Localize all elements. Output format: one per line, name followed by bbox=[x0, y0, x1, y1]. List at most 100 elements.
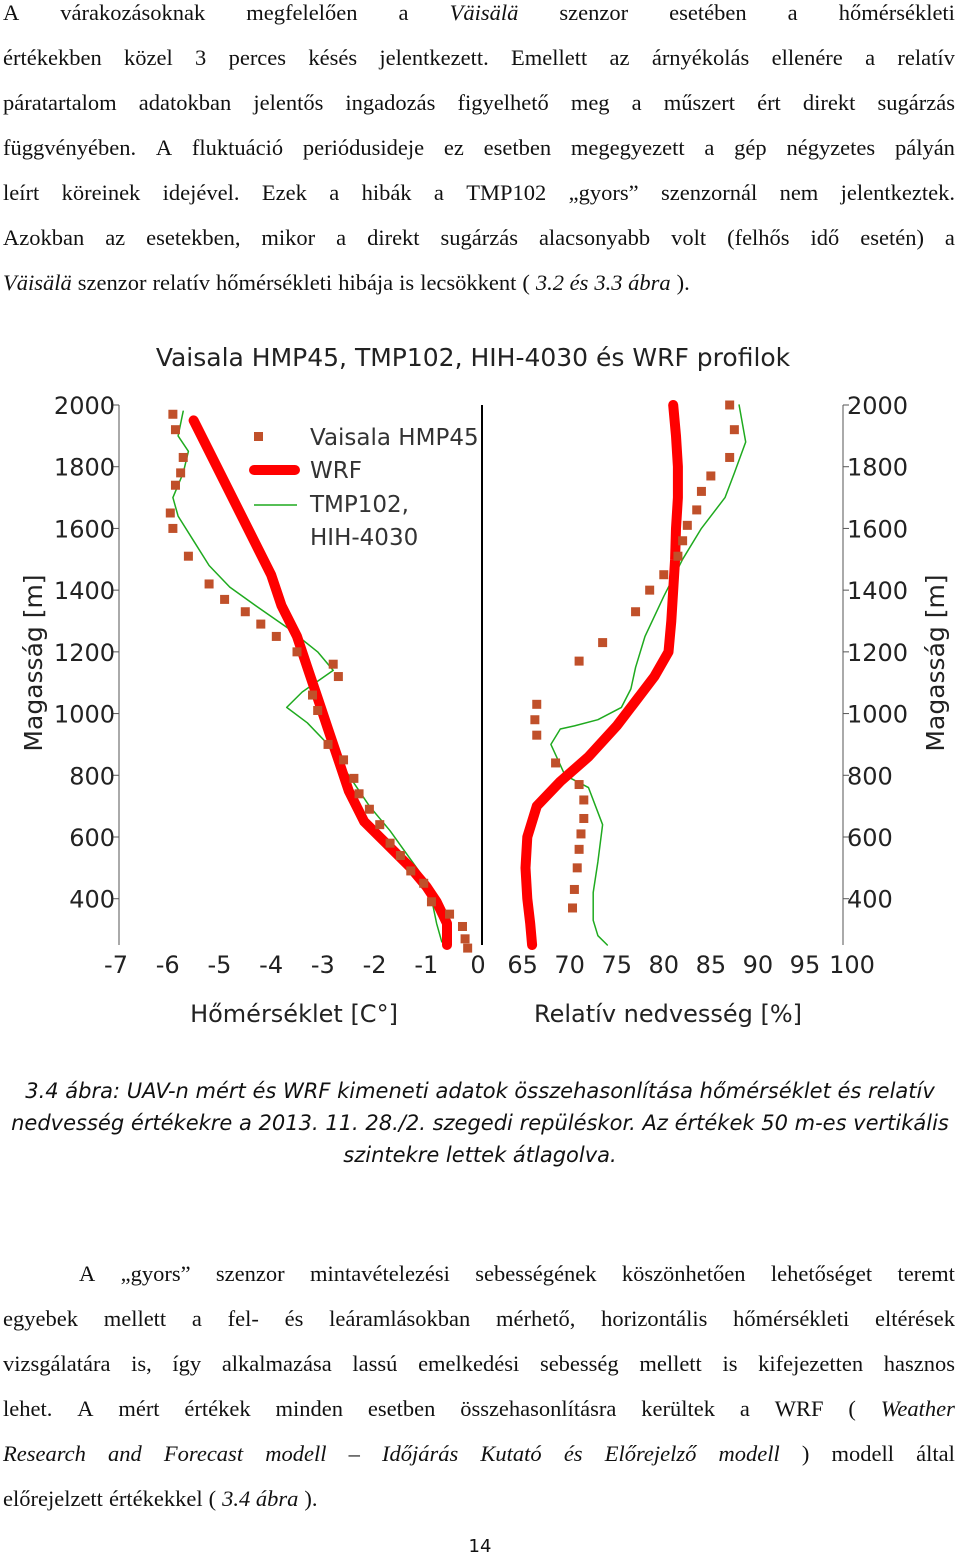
x-tick-label: 95 bbox=[790, 951, 821, 979]
hmp45-point bbox=[530, 715, 540, 725]
word: gép bbox=[734, 135, 767, 160]
caption-line: szintekre lettek átlagolva. bbox=[343, 1143, 617, 1167]
profile-chart: Vaisala HMP45, TMP102, HIH-4030 és WRF p… bbox=[19, 343, 950, 1028]
hmp45-point bbox=[313, 705, 323, 715]
figure-caption: 3.4 ábra: UAV-n mért és WRF kimeneti ada… bbox=[0, 1075, 960, 1171]
word: és bbox=[563, 1441, 583, 1466]
legend-label: Vaisala HMP45 bbox=[310, 425, 479, 451]
word: hasznos bbox=[883, 1351, 955, 1376]
word: a bbox=[865, 45, 876, 70]
hmp45-point bbox=[576, 829, 586, 839]
tmp102-line bbox=[550, 404, 747, 946]
hmp45-point bbox=[457, 921, 467, 931]
legend-label: HIH-4030 bbox=[310, 525, 418, 551]
hmp45-point bbox=[574, 656, 584, 666]
hmp45-point bbox=[569, 884, 579, 894]
hmp45-point bbox=[406, 866, 416, 876]
hmp45-point bbox=[678, 536, 688, 546]
hmp45-point bbox=[419, 878, 429, 888]
word: egyebek bbox=[3, 1306, 78, 1331]
hmp45-point bbox=[375, 820, 385, 830]
hmp45-point bbox=[706, 471, 716, 481]
y-tick-label: 1800 bbox=[54, 454, 115, 482]
y-tick-label: 1600 bbox=[847, 515, 908, 543]
left-ylabel: Magasság [m] bbox=[19, 574, 48, 751]
word: mellett bbox=[639, 1351, 702, 1376]
hmp45-point bbox=[426, 897, 436, 907]
hmp45-point bbox=[551, 758, 561, 768]
word: sebesség bbox=[539, 1351, 619, 1376]
word: volt bbox=[671, 225, 707, 250]
word: jelentkezett. bbox=[379, 45, 489, 70]
word: értékekben bbox=[3, 45, 102, 70]
hmp45-point bbox=[631, 607, 641, 617]
text-line: Research and Forecast modell – Időjárás Kutató… bbox=[3, 1431, 955, 1476]
word: lehetőséget bbox=[770, 1261, 873, 1286]
word: 3.4 ábra bbox=[222, 1486, 299, 1511]
word: a bbox=[944, 225, 955, 250]
word: ( bbox=[208, 1486, 217, 1511]
word: esetekben, bbox=[146, 225, 241, 250]
word: Ezek bbox=[261, 180, 307, 205]
word: Weather bbox=[880, 1396, 955, 1421]
y-tick-label: 400 bbox=[847, 886, 893, 914]
hmp45-point bbox=[574, 780, 584, 790]
word: hőmérsékleti bbox=[733, 1306, 850, 1331]
word: szenzor bbox=[215, 1261, 285, 1286]
x-tick-label: 80 bbox=[649, 951, 680, 979]
word: négyzetes bbox=[786, 135, 876, 160]
word: így bbox=[172, 1351, 202, 1376]
word: értékekkel bbox=[108, 1486, 203, 1511]
word: hőmérsékleti bbox=[838, 0, 955, 25]
hmp45-point bbox=[271, 631, 281, 641]
word: Előrejelző bbox=[604, 1441, 697, 1466]
word: esetén) bbox=[860, 225, 924, 250]
word: leáramlásokban bbox=[329, 1306, 471, 1331]
word: a bbox=[336, 225, 347, 250]
word: sugárzás bbox=[440, 225, 518, 250]
word: ( bbox=[522, 270, 530, 295]
hmp45-point bbox=[574, 844, 584, 854]
hmp45-point bbox=[385, 838, 395, 848]
word: a bbox=[398, 0, 409, 25]
word: mellett bbox=[103, 1306, 167, 1331]
hmp45-point bbox=[183, 551, 193, 561]
text-line: vizsgálatára is, így alkalmazása lassú emelke… bbox=[3, 1341, 955, 1386]
word: is bbox=[399, 270, 415, 295]
word: az bbox=[105, 225, 126, 250]
y-tick-label: 2000 bbox=[54, 392, 115, 420]
word: WRF bbox=[774, 1396, 824, 1421]
word: Väisälä bbox=[449, 0, 519, 25]
word: a bbox=[433, 180, 444, 205]
humidity-panel: 2000 1800 1600 1400 1200 1000 800 600 400 65 70 75 8… bbox=[507, 392, 908, 979]
hmp45-point bbox=[579, 795, 589, 805]
legend-marker-hmp45 bbox=[254, 432, 263, 441]
hmp45-point bbox=[725, 452, 735, 462]
word: megfelelően bbox=[246, 0, 358, 25]
x-tick-label: -2 bbox=[363, 951, 387, 979]
word: direkt bbox=[802, 90, 856, 115]
hmp45-point bbox=[168, 523, 178, 533]
word: ingadozás bbox=[345, 90, 436, 115]
word: hibája bbox=[338, 270, 394, 295]
text-line: Väisälä szenzor relatív hőmérsékleti hibája i… bbox=[3, 260, 955, 305]
y-tick-label: 1600 bbox=[54, 515, 115, 543]
word: hibák bbox=[361, 180, 412, 205]
page-number: 14 bbox=[468, 1536, 492, 1557]
hmp45-point bbox=[729, 425, 739, 435]
y-tick-label: 1800 bbox=[847, 454, 908, 482]
word: lecsökkent bbox=[420, 270, 517, 295]
chart-title: Vaisala HMP45, TMP102, HIH-4030 és WRF p… bbox=[156, 343, 791, 372]
word: páratartalom bbox=[3, 90, 117, 115]
tmp102-line bbox=[172, 410, 443, 943]
x-tick-label: -1 bbox=[414, 951, 438, 979]
word: adatokban bbox=[138, 90, 232, 115]
word: – bbox=[348, 1441, 360, 1466]
hmp45-point bbox=[532, 699, 542, 709]
word: a bbox=[739, 1396, 750, 1421]
y-tick-label: 1400 bbox=[847, 577, 908, 605]
y-tick-label: 600 bbox=[69, 824, 115, 852]
text-line: A „gyors” szenzor mintavételezési sebességén… bbox=[3, 1251, 955, 1296]
hmp45-point bbox=[220, 594, 230, 604]
